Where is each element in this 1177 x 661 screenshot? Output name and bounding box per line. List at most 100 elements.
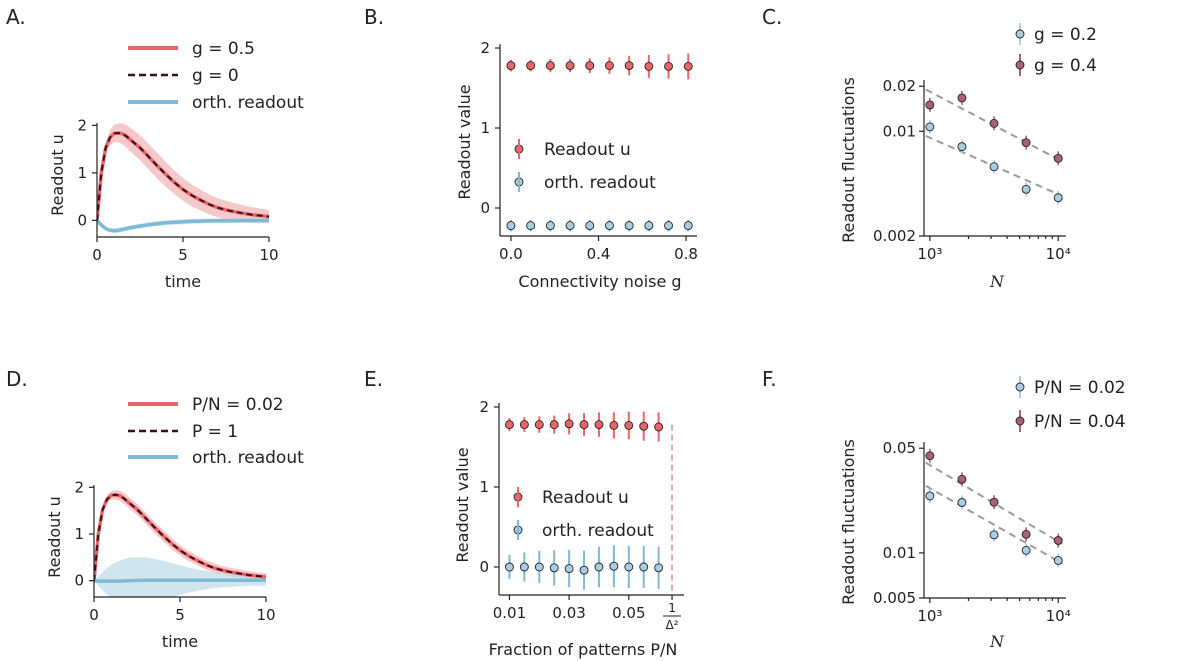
x-axis-label-e: Fraction of patterns P/N	[489, 640, 678, 659]
data-point	[585, 221, 595, 231]
data-point	[1053, 153, 1063, 163]
y-tick-label: 0	[77, 211, 87, 229]
data-point	[504, 562, 514, 572]
legend-b: Readout u orth. readout	[514, 139, 656, 193]
x-tick-label: 0	[92, 246, 102, 264]
data-point	[1021, 138, 1031, 148]
data-point	[989, 162, 999, 172]
x-tick-label: 0.01	[493, 604, 526, 622]
data-point	[989, 530, 999, 540]
data-point	[526, 221, 536, 231]
y-tick-label: 0.05	[883, 439, 916, 457]
legend-d: P/N = 0.02 P = 1 orth. readout	[128, 395, 304, 468]
data-point	[506, 61, 516, 71]
legend-f-marker-0	[1015, 382, 1025, 392]
y-tick-label: 1	[74, 525, 84, 543]
plot-area	[94, 490, 266, 597]
data-point	[639, 562, 649, 572]
data-point	[624, 562, 634, 572]
data-point	[654, 422, 664, 432]
y-axis-label-c: Readout fluctuations	[839, 77, 858, 243]
data-point	[624, 221, 634, 231]
x-axis-label-c: N	[989, 272, 1005, 291]
panel-letter-d: D.	[6, 367, 28, 391]
x-tick-label: 0.4	[587, 245, 611, 263]
y-axis-label-e: Readout value	[453, 447, 472, 562]
data-point	[957, 498, 967, 507]
data-point	[957, 93, 967, 103]
x-tick-label: 10³	[917, 245, 942, 263]
data-point	[549, 420, 559, 430]
data-point	[604, 61, 614, 71]
panel-letter-b: B.	[364, 5, 384, 29]
data-point	[925, 100, 935, 110]
data-point	[664, 61, 673, 71]
x-axis-label-d: time	[162, 632, 198, 651]
legend-b-item-1: orth. readout	[544, 173, 656, 193]
x-tick-label: 0.0	[499, 245, 523, 263]
data-point	[644, 221, 654, 231]
legend-c-item-0: g = 0.2	[1034, 25, 1097, 45]
data-point	[925, 491, 935, 501]
data-point	[639, 421, 649, 431]
plot-a: 0 5 10 0 1 2	[77, 116, 278, 264]
data-point	[624, 61, 634, 71]
legend-b-item-0: Readout u	[544, 140, 631, 160]
data-point	[644, 61, 654, 71]
x-tick-label: 0.05	[612, 604, 645, 622]
data-point	[1021, 184, 1031, 194]
legend-e-item-0: Readout u	[542, 488, 629, 508]
data-point	[579, 565, 589, 575]
legend-c-marker-0	[1015, 29, 1025, 39]
fit-line	[925, 461, 1063, 545]
x-tick-label: 5	[178, 246, 188, 264]
panel-letter-c: C.	[762, 5, 782, 29]
data-point	[594, 562, 604, 572]
data-point	[565, 61, 575, 71]
y-tick-label: 0.002	[873, 227, 916, 245]
legend-d-item-0: P/N = 0.02	[192, 395, 284, 415]
y-tick-label: 2	[74, 478, 84, 496]
data-point	[579, 420, 589, 430]
data-point	[624, 420, 634, 430]
x-tick-label: 10³	[917, 607, 942, 625]
y-tick-label: 0	[74, 572, 84, 590]
y-tick-label: 0.02	[883, 77, 916, 95]
data-point	[585, 61, 595, 71]
x-tick-label: 10	[259, 246, 278, 264]
data-point	[1053, 536, 1063, 545]
y-axis-label-d: Readout u	[45, 496, 64, 578]
fit-line	[925, 485, 1063, 565]
series-band-0	[97, 123, 269, 224]
series-line-1	[94, 493, 266, 581]
data-point	[604, 221, 614, 231]
panel-e: E. 0.01 0.03 0.05 1 Δ² 0 1 2 Readout u orth. re…	[364, 367, 684, 659]
data-point	[654, 563, 664, 573]
data-point	[534, 562, 544, 572]
x-tick-label: 10	[256, 606, 275, 624]
data-point	[925, 122, 935, 132]
series-line-2	[94, 578, 266, 583]
legend-c-item-1: g = 0.4	[1034, 56, 1097, 76]
panel-d: D. P/N = 0.02 P = 1 orth. readout 0 5 10 0 1…	[6, 367, 304, 651]
data-point	[957, 474, 967, 484]
panel-c: C. g = 0.2 g = 0.4 10³ 10⁴ 0.02 0.01 0.002 N…	[762, 5, 1097, 291]
data-point	[683, 61, 693, 71]
plot-e: 0.01 0.03 0.05 1 Δ² 0 1 2	[479, 398, 682, 632]
data-point	[519, 562, 529, 572]
series-band-0	[94, 490, 266, 581]
y-tick-label: 1	[480, 119, 490, 137]
data-point	[683, 221, 693, 231]
legend-a-item-1: g = 0	[192, 66, 239, 86]
panel-f: F. P/N = 0.02 P/N = 0.04 10³ 10⁴ 0.05 0.01 0…	[762, 367, 1126, 651]
legend-e-item-1: orth. readout	[542, 521, 654, 541]
data-point	[564, 419, 574, 429]
data-point	[609, 561, 619, 571]
legend-c: g = 0.2 g = 0.4	[1015, 23, 1097, 76]
data-point	[565, 221, 575, 231]
x-axis-label-f: N	[989, 632, 1005, 651]
y-axis-label-b: Readout value	[455, 84, 474, 199]
x-tick-label: 10⁴	[1046, 607, 1071, 625]
y-tick-label: 0	[480, 199, 490, 217]
